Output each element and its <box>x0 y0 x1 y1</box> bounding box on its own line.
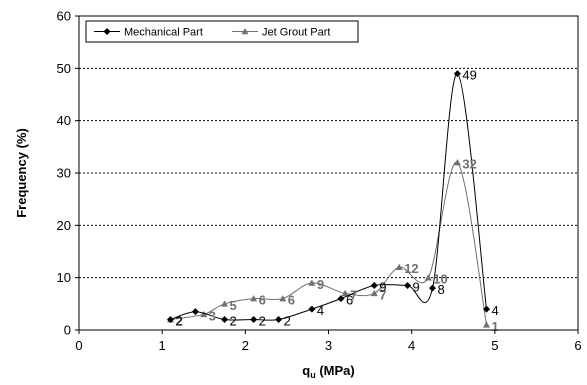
data-label: 9 <box>413 280 420 295</box>
data-label: 49 <box>462 68 476 83</box>
legend-marker <box>241 28 249 35</box>
data-label: 6 <box>346 293 353 308</box>
data-label: 3 <box>209 308 216 323</box>
data-point <box>370 282 378 290</box>
data-point <box>337 295 345 303</box>
data-label: 7 <box>350 287 357 302</box>
x-axis-title-unit: (MPa) <box>316 363 355 378</box>
data-label: 4 <box>317 303 324 318</box>
data-label: 2 <box>284 314 291 329</box>
y-axis-title: Frequency (%) <box>14 128 29 218</box>
data-point <box>483 305 491 313</box>
data-point <box>483 321 491 328</box>
series-lines <box>166 70 491 328</box>
y-tick-label: 50 <box>57 61 71 76</box>
data-label: 10 <box>433 272 447 287</box>
x-axis-title-sub: u <box>310 370 316 380</box>
data-point <box>221 316 229 324</box>
legend-entry: Mechanical Part <box>124 27 203 39</box>
data-point <box>250 295 258 302</box>
legend-entry: Jet Grout Part <box>262 27 330 39</box>
legend-box <box>85 20 359 43</box>
data-point <box>275 316 283 324</box>
data-label: 7 <box>379 287 386 302</box>
series-0 <box>166 70 491 324</box>
data-point <box>279 295 287 302</box>
data-point <box>341 289 349 297</box>
data-label: 2 <box>175 314 182 329</box>
x-axis-title: qu (MPa) <box>302 363 354 380</box>
data-label: 2 <box>230 314 237 329</box>
data-point <box>453 159 461 166</box>
data-point <box>308 305 316 313</box>
data-label: 5 <box>230 298 237 313</box>
y-tick-label: 60 <box>57 9 71 24</box>
data-label: 8 <box>437 282 444 297</box>
y-axis-ticks: 0 10 20 30 40 50 60 <box>57 9 79 338</box>
data-point <box>221 300 229 307</box>
data-point <box>200 310 208 318</box>
x-tick-label: 5 <box>491 338 498 353</box>
x-tick-label: 1 <box>159 338 166 353</box>
grid-lines <box>79 67 578 279</box>
data-point <box>191 308 199 316</box>
data-label: 9 <box>379 280 386 295</box>
data-point <box>166 316 174 324</box>
x-tick-label: 4 <box>408 338 415 353</box>
x-axis-ticks: 0 1 2 3 4 5 6 <box>75 330 582 353</box>
legend: Mechanical Part Jet Grout Part <box>85 20 359 43</box>
data-label: 2 <box>259 314 266 329</box>
data-label: 12 <box>404 261 418 276</box>
y-tick-label: 30 <box>57 166 71 181</box>
data-point <box>404 282 412 290</box>
x-axis-title-main: q <box>302 363 310 378</box>
y-tick-label: 0 <box>64 323 71 338</box>
y-tick-label: 10 <box>57 270 71 285</box>
x-tick-label: 3 <box>325 338 332 353</box>
data-label: 1 <box>492 319 499 334</box>
x-tick-label: 0 <box>75 338 82 353</box>
data-point <box>370 289 378 297</box>
y-tick-label: 20 <box>57 218 71 233</box>
data-label: 2 <box>175 314 182 329</box>
data-point <box>250 316 258 324</box>
series-line <box>170 161 487 325</box>
legend-marker <box>103 28 111 35</box>
data-label: 32 <box>462 157 476 172</box>
x-tick-label: 2 <box>242 338 249 353</box>
data-point <box>424 274 432 281</box>
y-tick-label: 40 <box>57 113 71 128</box>
data-point <box>308 279 316 286</box>
series-1 <box>166 159 491 328</box>
data-point <box>395 263 403 270</box>
data-label: 4 <box>492 303 499 318</box>
data-label: 6 <box>288 293 295 308</box>
data-label: 9 <box>317 277 324 292</box>
x-tick-label: 6 <box>574 338 581 353</box>
data-point <box>453 70 461 78</box>
data-label: 6 <box>259 293 266 308</box>
data-point <box>428 284 436 292</box>
